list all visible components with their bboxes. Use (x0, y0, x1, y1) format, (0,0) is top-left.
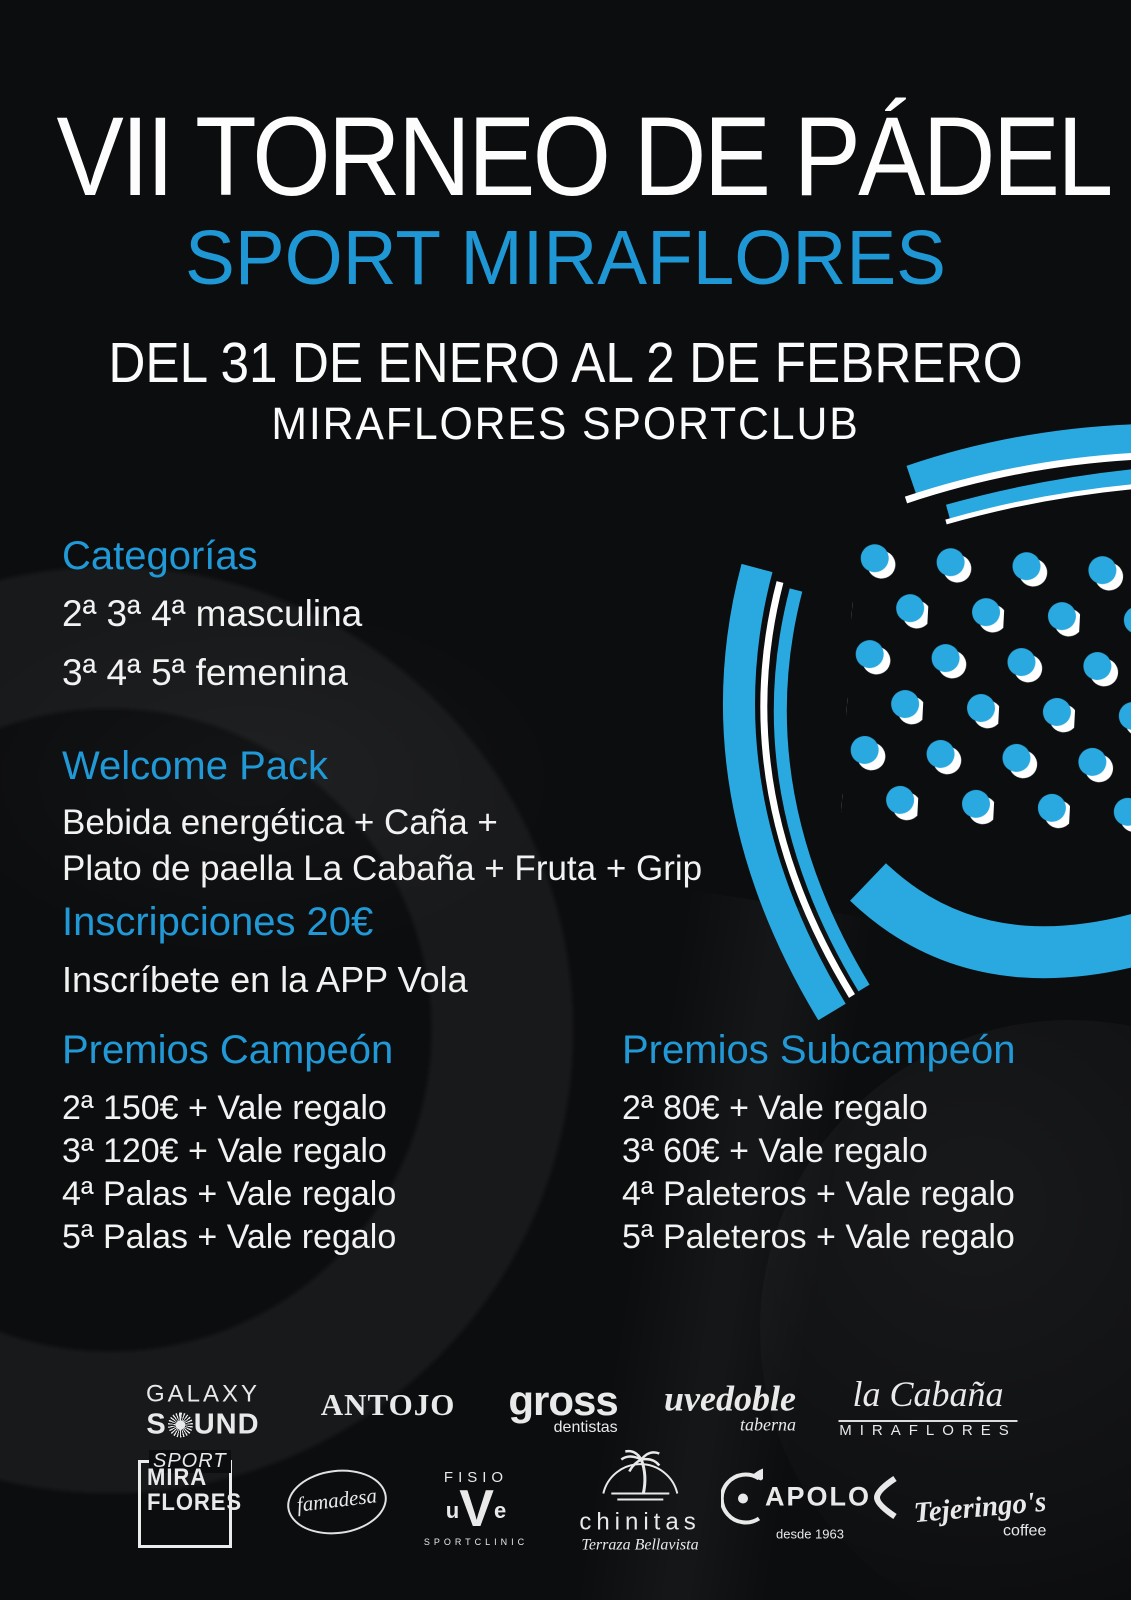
sunburst-icon (167, 1412, 193, 1438)
categorias-heading: Categorías (62, 534, 258, 578)
la-cabana-tagline: MIRAFLORES (839, 1422, 1017, 1439)
sponsor-logo-uvedoble: uvedoble taberna (664, 1378, 796, 1435)
apolo-name: APOLO (764, 1481, 872, 1511)
sponsor-logo-la-cabana: la Cabaña MIRAFLORES (838, 1373, 1018, 1439)
galaxy-sound-s: S (146, 1408, 167, 1441)
inscripciones-heading: Inscripciones 20€ (62, 900, 374, 944)
apolo-fish-row: APOLO (720, 1467, 899, 1527)
sport-miraflores-line1: SPORT (149, 1450, 231, 1473)
fisio-uve-e: e (493, 1498, 507, 1524)
category-line: 3ª 4ª 5ª femenina (62, 652, 348, 693)
chinitas-tagline: Terraza Bellavista (581, 1536, 699, 1554)
sponsor-logo-sport-miraflores: SPORT MIRA FLORES (138, 1450, 243, 1548)
event-dates: DEL 31 DE ENERO AL 2 DE FEBRERO (108, 331, 1023, 395)
prize-line: 2ª 80€ + Vale regalo (622, 1089, 928, 1127)
famadesa-name: famadesa (295, 1483, 379, 1517)
la-cabana-name: la Cabaña (838, 1374, 1018, 1422)
fisio-uve-top: FISIO (443, 1469, 509, 1487)
section-premios-subcampeon: Premios Subcampeón 2ª 80€ + Vale regalo … (622, 1028, 1016, 1261)
fisio-uve-v: V (459, 1480, 494, 1539)
sponsor-logo-famadesa: famadesa (283, 1464, 391, 1540)
inscripciones-line: Inscríbete en la APP Vola (62, 959, 468, 1000)
prize-line: 2ª 150€ + Vale regalo (62, 1089, 387, 1127)
uvedoble-tagline: taberna (739, 1414, 796, 1435)
page-subtitle: SPORT MIRAFLORES (185, 215, 946, 301)
galaxy-sound-und: UND (193, 1408, 260, 1441)
galaxy-sound-line2: S UND (146, 1409, 260, 1442)
gross-tagline: dentistas (553, 1418, 618, 1436)
premios-subcampeon-heading: Premios Subcampeón (622, 1028, 1016, 1072)
fisio-uve-u: u (445, 1498, 460, 1524)
racket-dot-grid (840, 537, 1131, 841)
category-line: 2ª 3ª 4ª masculina (62, 593, 363, 634)
welcome-pack-line: Plato de paella La Cabaña + Fruta + Grip (62, 849, 703, 888)
palm-tree-icon (602, 1449, 678, 1501)
prize-line: 5ª Paleteros + Vale regalo (622, 1218, 1015, 1257)
fisio-uve-mid: uVe (424, 1483, 528, 1535)
antojo-name: ANTOJO (320, 1387, 456, 1422)
fisio-uve-tagline: SPORTCLINIC (423, 1536, 529, 1547)
sponsor-logo-gross-dentistas: gross dentistas (508, 1377, 618, 1437)
prize-line: 3ª 120€ + Vale regalo (62, 1132, 387, 1171)
event-venue: MIRAFLORES SPORTCLUB (271, 398, 860, 449)
section-categorias: Categorías 2ª 3ª 4ª masculina 3ª 4ª 5ª f… (62, 534, 362, 711)
apolo-tagline: desde 1963 (776, 1526, 844, 1542)
section-inscripciones: Inscripciones 20€ Inscríbete en la APP V… (62, 900, 468, 1001)
fish-head-icon (720, 1468, 763, 1525)
sponsor-logo-antojo: ANTOJO (321, 1387, 456, 1423)
premios-campeon-heading: Premios Campeón (62, 1028, 394, 1072)
sponsor-logo-chinitas: chinitas Terraza Bellavista (579, 1449, 701, 1555)
welcome-pack-heading: Welcome Pack (62, 744, 329, 788)
uvedoble-name: uvedoble (664, 1378, 796, 1419)
sponsor-logo-galaxy-sound: GALAXY S UND (146, 1381, 260, 1442)
page-title: VII TORNEO DE PÁDEL (56, 94, 1114, 219)
prize-line: 4ª Palas + Vale regalo (62, 1175, 397, 1214)
prize-line: 5ª Palas + Vale regalo (62, 1218, 397, 1257)
sponsor-logo-tejeringos: Tejeringo's coffee (912, 1486, 1047, 1541)
padel-racket-graphic (722, 424, 1131, 1021)
welcome-pack-line: Bebida energética + Caña + (62, 803, 498, 842)
section-welcome-pack: Welcome Pack Bebida energética + Caña + … (62, 744, 702, 895)
sport-miraflores-line2: MIRA (147, 1464, 208, 1491)
tejeringos-tagline: coffee (1003, 1522, 1047, 1540)
galaxy-sound-line1: GALAXY (145, 1380, 261, 1408)
sport-miraflores-line3: FLORES (147, 1489, 243, 1517)
fish-tail-icon (874, 1476, 897, 1519)
gross-name: gross (508, 1377, 618, 1425)
sponsor-logo-apolo: APOLO desde 1963 (720, 1467, 899, 1542)
sponsor-logo-fisio-uve: FISIO uVe SPORTCLINIC (424, 1469, 528, 1547)
chinitas-name: chinitas (579, 1508, 701, 1536)
section-premios-campeon: Premios Campeón 2ª 150€ + Vale regalo 3ª… (62, 1028, 396, 1261)
prize-line: 4ª Paleteros + Vale regalo (622, 1175, 1015, 1214)
prize-line: 3ª 60€ + Vale regalo (622, 1132, 928, 1171)
